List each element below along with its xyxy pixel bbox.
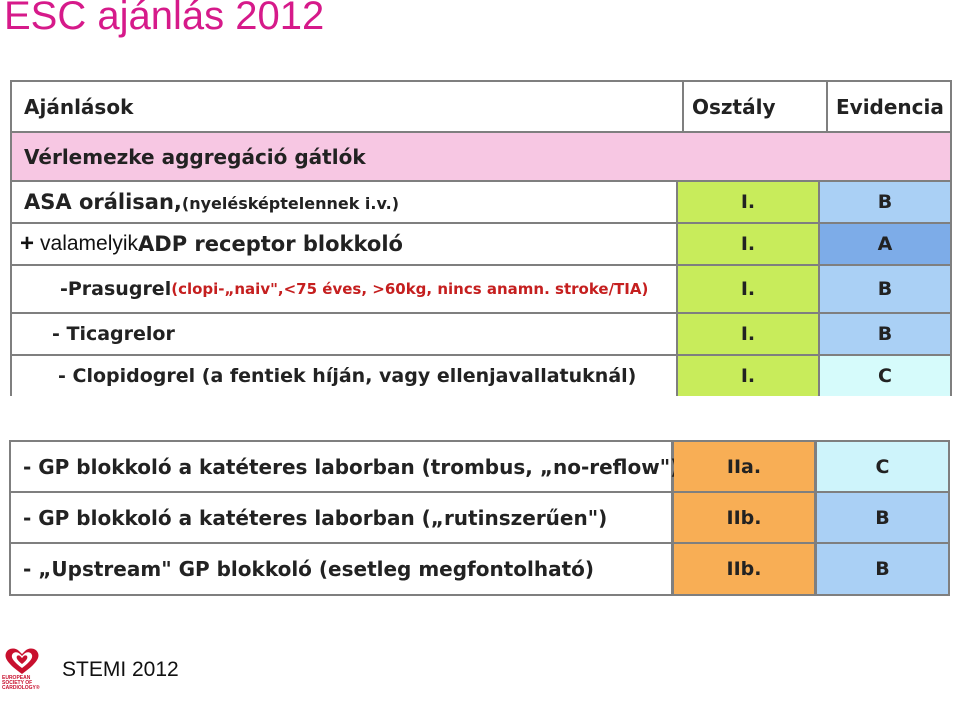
table-row: -Prasugrel (clopi-„naiv",<75 éves, >60kg… xyxy=(10,266,952,312)
recommendation-cell: + valamelyik ADP receptor blokkoló xyxy=(12,224,676,264)
class-cell: IIb. xyxy=(674,493,814,542)
header-evidence: Evidencia xyxy=(828,82,950,131)
recommendations-table: Ajánlások Osztály Evidencia Vérlemezke a… xyxy=(10,80,952,396)
recommendation-cell: -Prasugrel (clopi-„naiv",<75 éves, >60kg… xyxy=(12,266,676,312)
section-heading: Vérlemezke aggregáció gátlók xyxy=(12,133,950,180)
plus-icon: + xyxy=(20,230,35,257)
class-cell: IIa. xyxy=(674,442,814,491)
recommendation-cell: - Ticagrelor xyxy=(12,314,676,354)
table-row: + valamelyik ADP receptor blokkoló I. A xyxy=(10,224,952,264)
footer-label: STEMI 2012 xyxy=(62,658,179,681)
class-cell: I. xyxy=(678,356,818,396)
evidence-cell: A xyxy=(820,224,950,264)
recommendation-cell: ASA orálisan, (nyelésképtelennek i.v.) xyxy=(12,182,676,222)
logo-text: EUROPEAN SOCIETY OF CARDIOLOGY® xyxy=(2,675,40,691)
heart-icon xyxy=(5,648,39,674)
evidence-cell: B xyxy=(820,314,950,354)
page-title: ESC ajánlás 2012 xyxy=(4,0,325,38)
table-row: - GP blokkoló a katéteres laborban („rut… xyxy=(9,493,950,542)
class-cell: IIb. xyxy=(674,544,814,594)
gp-blocker-table: - GP blokkoló a katéteres laborban (trom… xyxy=(9,440,950,596)
esc-logo: EUROPEAN SOCIETY OF CARDIOLOGY® xyxy=(2,646,42,696)
evidence-cell: C xyxy=(820,356,950,396)
table-row: ASA orálisan, (nyelésképtelennek i.v.) I… xyxy=(10,182,952,222)
recommendation-cell: - „Upstream" GP blokkoló (esetleg megfon… xyxy=(11,544,671,594)
class-cell: I. xyxy=(678,314,818,354)
evidence-cell: C xyxy=(817,442,948,491)
recommendation-cell: - GP blokkoló a katéteres laborban (trom… xyxy=(11,442,679,491)
evidence-cell: B xyxy=(820,266,950,312)
section-row: Vérlemezke aggregáció gátlók xyxy=(10,133,952,180)
class-cell: I. xyxy=(678,224,818,264)
header-recommendations: Ajánlások xyxy=(12,82,682,131)
header-class: Osztály xyxy=(684,82,826,131)
table-row: - Ticagrelor I. B xyxy=(10,314,952,354)
class-cell: I. xyxy=(678,266,818,312)
evidence-cell: B xyxy=(820,182,950,222)
recommendation-cell: - GP blokkoló a katéteres laborban („rut… xyxy=(11,493,671,542)
table-header-row: Ajánlások Osztály Evidencia xyxy=(10,82,952,131)
recommendation-cell: - Clopidogrel (a fentiek híján, vagy ell… xyxy=(12,356,676,396)
evidence-cell: B xyxy=(817,544,948,594)
table-row: - „Upstream" GP blokkoló (esetleg megfon… xyxy=(9,544,950,594)
evidence-cell: B xyxy=(817,493,948,542)
table-row: - GP blokkoló a katéteres laborban (trom… xyxy=(9,442,950,491)
table-row: - Clopidogrel (a fentiek híján, vagy ell… xyxy=(10,356,952,396)
class-cell: I. xyxy=(678,182,818,222)
